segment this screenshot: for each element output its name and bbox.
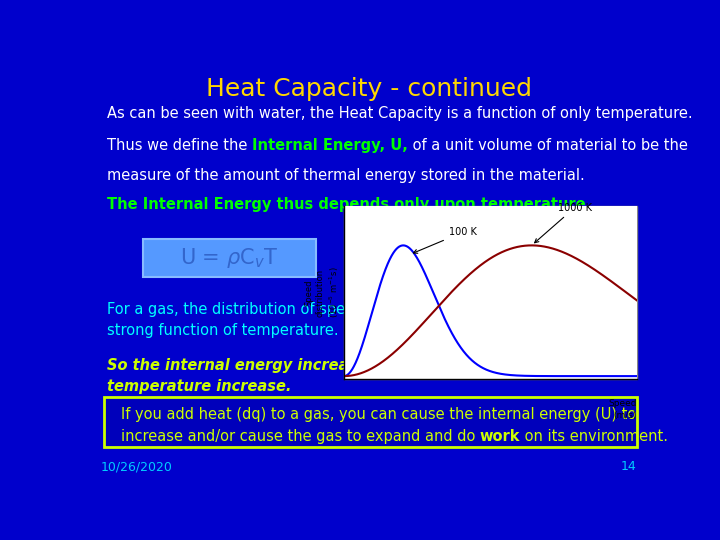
FancyBboxPatch shape bbox=[143, 239, 316, 277]
Text: So the internal energy increases as the
temperature increase.: So the internal energy increases as the … bbox=[107, 358, 431, 394]
Text: 10/26/2020: 10/26/2020 bbox=[101, 460, 173, 473]
Text: 1000 K: 1000 K bbox=[535, 202, 592, 243]
Text: on its environment.: on its environment. bbox=[520, 429, 668, 444]
Text: work: work bbox=[480, 429, 520, 444]
Y-axis label: Speed
distribution
(10$^{-5}$ m$^{-1}$s): Speed distribution (10$^{-5}$ m$^{-1}$s) bbox=[305, 267, 341, 318]
FancyBboxPatch shape bbox=[344, 206, 637, 379]
Text: 100 K: 100 K bbox=[413, 227, 477, 253]
Text: 14: 14 bbox=[621, 460, 637, 473]
Text: U = $\rho$C$_v$T: U = $\rho$C$_v$T bbox=[181, 246, 279, 270]
FancyBboxPatch shape bbox=[104, 397, 637, 447]
Text: For a gas, the distribution of speeds is a
strong function of temperature.: For a gas, the distribution of speeds is… bbox=[107, 302, 401, 338]
Text: As can be seen with water, the Heat Capacity is a function of only temperature.: As can be seen with water, the Heat Capa… bbox=[107, 106, 693, 122]
Text: Internal Energy, U,: Internal Energy, U, bbox=[252, 138, 408, 153]
Text: measure of the amount of thermal energy stored in the material.: measure of the amount of thermal energy … bbox=[107, 167, 585, 183]
Text: increase and/or cause the gas to expand and do: increase and/or cause the gas to expand … bbox=[121, 429, 480, 444]
Text: The Internal Energy thus depends only upon temperature.: The Internal Energy thus depends only up… bbox=[107, 198, 591, 212]
Text: of a unit volume of material to be the: of a unit volume of material to be the bbox=[408, 138, 688, 153]
Text: Heat Capacity - continued: Heat Capacity - continued bbox=[206, 77, 532, 102]
Text: If you add heat (dq) to a gas, you can cause the internal energy (U) to: If you add heat (dq) to a gas, you can c… bbox=[121, 407, 636, 422]
Text: Speed
(m/s): Speed (m/s) bbox=[608, 400, 637, 420]
Text: Thus we define the: Thus we define the bbox=[107, 138, 252, 153]
